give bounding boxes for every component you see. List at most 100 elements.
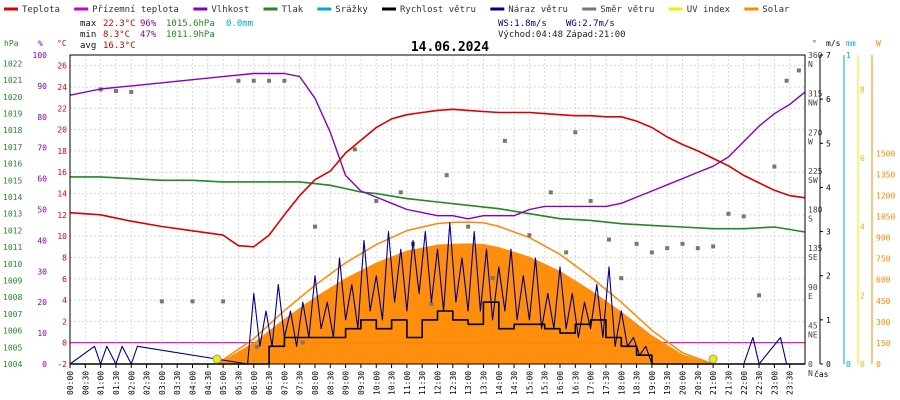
time-tick-label: 22:30 <box>755 371 764 395</box>
wind-direction-series <box>98 68 801 349</box>
temp-tick-label: 26 <box>57 62 67 71</box>
line-series <box>69 72 806 365</box>
wind-direction-point <box>619 276 624 281</box>
wind-direction-point <box>300 340 305 345</box>
humidity-tick-label: 20 <box>37 298 47 307</box>
time-tick-label: 13:00 <box>464 371 473 395</box>
unit-hpa: hPa <box>4 39 19 48</box>
time-tick-label: 16:00 <box>556 371 565 395</box>
legend-label: Přízemní teplota <box>92 5 179 15</box>
stats-block: max 22.3°C 96% 1015.6hPa 0.0mm min 8.3°C… <box>80 19 626 51</box>
wind-direction-point <box>159 299 164 304</box>
wind-direction-point <box>772 164 777 169</box>
stat-avg-temp: 16.3°C <box>103 41 136 51</box>
legend-label: UV index <box>687 5 731 15</box>
uv-tick-label: 4 <box>860 223 865 232</box>
humidity-tick-label: 10 <box>37 329 47 338</box>
pressure-tick-label: 1019 <box>3 109 22 118</box>
time-tick-label: 01:30 <box>112 371 121 395</box>
temp-tick-label: 22 <box>57 104 67 113</box>
legend-label: Teplota <box>22 5 60 15</box>
humidity-tick-label: 60 <box>37 175 47 184</box>
w-tick-label: 1350 <box>876 170 895 179</box>
temp-tick-label: 16 <box>57 168 67 177</box>
ms-tick-label: 2 <box>826 272 831 281</box>
wind-direction-point <box>573 130 578 135</box>
stat-sunset: Západ:21:00 <box>566 30 626 40</box>
wind-direction-point <box>711 244 716 249</box>
pressure-tick-label: 1021 <box>3 76 22 85</box>
stat-max-label: max <box>80 19 97 29</box>
time-tick-label: 12:30 <box>449 371 458 395</box>
time-tick-label: 00:00 <box>66 371 75 395</box>
pressure-tick-label: 1016 <box>3 160 22 169</box>
wind-direction-point <box>113 89 118 94</box>
direction-tick-label: 90 <box>808 283 818 292</box>
legend-label: Náraz větru <box>508 5 568 15</box>
time-tick-label: 15:00 <box>525 371 534 395</box>
time-tick-label: 20:00 <box>679 371 688 395</box>
unit-w: W <box>876 39 881 48</box>
chart-legend: Teplota Přízemní teplota Vlhkost Tlak Srážky… <box>4 5 790 15</box>
direction-name-label: NW <box>808 99 818 108</box>
wind-direction-point <box>680 241 685 246</box>
stat-sunrise: Východ:04:48 <box>498 30 563 40</box>
legend-label: Vlhkost <box>211 5 249 15</box>
wind-direction-point <box>634 241 639 246</box>
stat-max-rain: 0.0mm <box>226 19 253 29</box>
unit-mm: mm <box>846 39 856 48</box>
time-tick-label: 07:30 <box>296 371 305 395</box>
ms-tick-label: 5 <box>826 139 831 148</box>
humidity-tick-label: 40 <box>37 236 47 245</box>
wind-direction-point <box>236 78 241 83</box>
time-tick-label: 08:30 <box>326 371 335 395</box>
w-tick-label: 750 <box>876 255 891 264</box>
time-tick-label: 23:00 <box>770 371 779 395</box>
humidity-tick-label: 30 <box>37 267 47 276</box>
stat-avg-label: avg <box>80 41 96 51</box>
temp-tick-label: 6 <box>62 275 67 284</box>
legend-label: Rychlost větru <box>400 5 476 15</box>
wind-direction-point <box>398 190 403 195</box>
ms-tick-label: 3 <box>826 228 831 237</box>
time-tick-label: 19:00 <box>648 371 657 395</box>
time-tick-label: 17:00 <box>587 371 596 395</box>
pressure-tick-label: 1006 <box>3 327 22 336</box>
time-tick-label: 21:30 <box>724 371 733 395</box>
temp-tick-label: 24 <box>57 83 67 92</box>
w-tick-label: 150 <box>876 339 891 348</box>
direction-tick-label: 135 <box>808 244 823 253</box>
wind-direction-point <box>251 78 256 83</box>
series-line <box>69 108 806 248</box>
time-tick-label: 19:30 <box>663 371 672 395</box>
wind-direction-point <box>548 190 553 195</box>
w-tick-label: 1050 <box>876 213 895 222</box>
wind-direction-point <box>588 198 593 203</box>
legend-label: Srážky <box>335 5 368 15</box>
uv-tick-label: 2 <box>860 291 865 300</box>
unit-degc: °C <box>57 39 67 48</box>
temp-tick-label: 4 <box>62 296 67 305</box>
direction-tick-label: 270 <box>808 128 823 137</box>
direction-name-label: NE <box>808 330 818 339</box>
time-tick-label: 18:00 <box>617 371 626 395</box>
pressure-tick-label: 1015 <box>3 176 22 185</box>
solar-area <box>217 243 714 364</box>
wind-direction-point <box>796 68 801 73</box>
ms-tick-label: 0 <box>826 360 831 369</box>
wind-direction-point <box>466 224 471 229</box>
time-tick-label: 07:00 <box>280 371 289 395</box>
direction-name-label: W <box>808 137 813 146</box>
time-tick-label: 15:30 <box>541 371 550 395</box>
time-tick-label: 10:30 <box>388 371 397 395</box>
humidity-tick-label: 0 <box>42 360 47 369</box>
direction-name-label: SW <box>808 176 818 185</box>
time-tick-label: 10:00 <box>372 371 381 395</box>
wind-direction-point <box>502 138 507 143</box>
temp-tick-label: 20 <box>57 126 67 135</box>
ms-tick-label: 4 <box>826 183 831 192</box>
time-tick-label: 09:30 <box>357 371 366 395</box>
humidity-tick-label: 100 <box>33 51 48 60</box>
temp-tick-label: 0 <box>62 339 67 348</box>
pressure-tick-label: 1007 <box>3 310 22 319</box>
